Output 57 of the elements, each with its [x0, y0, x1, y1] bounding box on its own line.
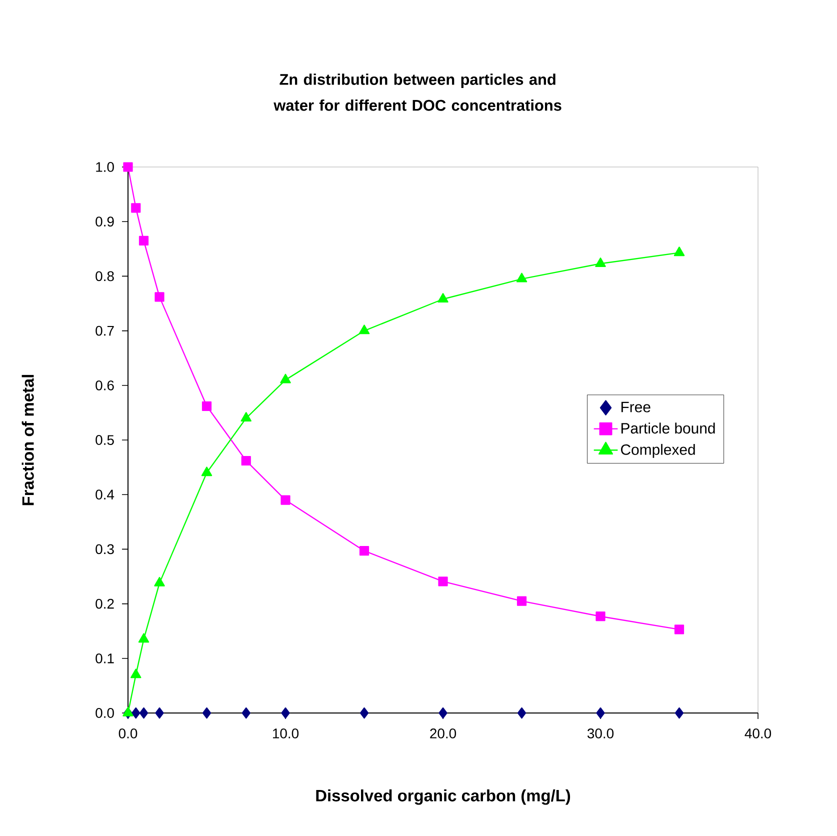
point — [516, 596, 527, 606]
point — [674, 624, 684, 634]
point — [155, 707, 164, 719]
y-tick-label: 1.0 — [96, 162, 114, 172]
point — [281, 707, 290, 719]
point — [596, 707, 605, 719]
point — [130, 668, 142, 678]
point — [202, 401, 212, 411]
point — [131, 203, 141, 213]
legend-label: Free — [621, 402, 650, 412]
point — [138, 633, 150, 643]
y-tick-label: 0.1 — [96, 653, 114, 664]
x-tick-label: 10.0 — [272, 728, 299, 738]
point — [202, 707, 212, 719]
point — [123, 162, 133, 172]
chart-title: Zn distribution between particles and water for different DOC concentrations — [274, 74, 562, 111]
point — [674, 246, 685, 256]
point — [138, 236, 149, 246]
y-tick-label: 0.4 — [96, 490, 114, 500]
point — [154, 292, 164, 302]
point — [596, 612, 606, 622]
y-axis-title: Fraction of metal — [22, 374, 34, 506]
point — [139, 707, 148, 719]
x-tick-label: 0.0 — [118, 728, 138, 738]
point — [517, 707, 526, 719]
point — [358, 324, 370, 334]
point — [154, 576, 165, 586]
x-tick-label: 20.0 — [430, 728, 456, 738]
point — [359, 546, 370, 556]
y-tick-label: 0.7 — [96, 326, 114, 336]
point — [438, 293, 448, 302]
y-tick-label: 0.2 — [96, 598, 114, 609]
point — [516, 272, 528, 282]
point — [201, 466, 212, 476]
point — [132, 707, 140, 719]
point — [674, 707, 684, 719]
y-tick-label: 0.5 — [96, 435, 114, 445]
legend-label: Complexed — [621, 444, 695, 458]
x-tick-label: 30.0 — [587, 728, 614, 738]
point — [280, 374, 291, 384]
x-tick-label: 40.0 — [744, 728, 772, 738]
x-axis-title: Dissolved organic carbon (mg/L) — [316, 789, 570, 805]
y-tick-label: 0.0 — [96, 708, 114, 718]
point — [242, 707, 250, 719]
legend-label: Particle bound — [621, 422, 715, 434]
y-tick-label: 0.3 — [96, 544, 114, 554]
y-tick-label: 0.8 — [96, 271, 114, 282]
point — [438, 576, 448, 586]
y-tick-label: 0.6 — [96, 380, 114, 390]
point — [122, 706, 134, 716]
point — [438, 707, 448, 719]
point — [241, 456, 251, 466]
point — [360, 707, 369, 719]
y-tick-label: 0.9 — [96, 216, 114, 227]
point — [240, 412, 252, 422]
point — [280, 495, 290, 505]
point — [595, 258, 606, 267]
